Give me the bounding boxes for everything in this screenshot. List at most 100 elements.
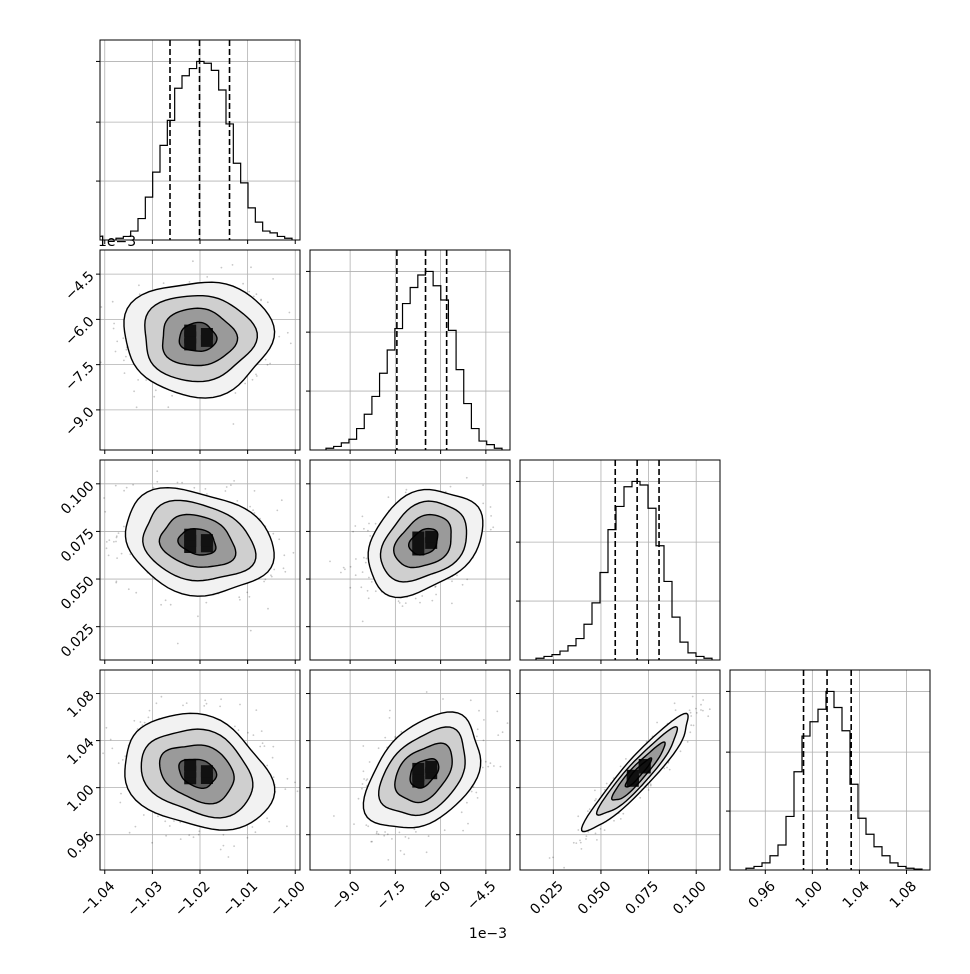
sample-point — [563, 866, 565, 869]
sample-point — [594, 789, 596, 792]
density-core — [425, 760, 438, 773]
sample-point — [482, 484, 484, 486]
sample-point — [403, 853, 406, 856]
sample-point — [185, 702, 188, 704]
sample-point — [244, 382, 247, 385]
sample-point — [132, 483, 135, 486]
sample-point — [708, 708, 711, 711]
sample-point — [135, 591, 138, 594]
sample-point — [434, 585, 437, 588]
sample-point — [407, 837, 410, 840]
sample-point — [112, 327, 115, 330]
contour-line — [123, 281, 276, 399]
sample-point — [252, 734, 255, 736]
y-tick-label: 1.04 — [64, 735, 97, 768]
sample-point — [371, 840, 373, 843]
sample-point — [361, 787, 363, 790]
sample-point — [109, 738, 112, 741]
sample-point — [204, 699, 207, 702]
sample-point — [575, 842, 578, 844]
density-core — [425, 530, 438, 543]
sample-point — [171, 394, 174, 397]
sample-point — [168, 825, 171, 827]
sample-point — [220, 698, 223, 701]
sample-point — [176, 481, 179, 484]
sample-point — [278, 871, 280, 873]
x-tick-label: −7.5 — [374, 878, 409, 913]
contour-line — [142, 499, 257, 582]
contour-line — [144, 295, 259, 383]
sample-point — [388, 717, 391, 719]
sample-point — [272, 278, 274, 280]
x-tick-label: 0.075 — [623, 878, 663, 918]
sample-point — [115, 580, 118, 583]
density-core — [184, 528, 197, 541]
contour-line — [392, 513, 452, 569]
sample-point — [127, 588, 130, 591]
sample-point — [368, 522, 370, 525]
sample-point — [352, 530, 354, 533]
sample-point — [383, 834, 386, 837]
sample-point — [188, 281, 191, 283]
density-core — [200, 765, 213, 778]
sample-point — [141, 724, 144, 727]
contour-line — [394, 742, 453, 804]
sample-point — [625, 758, 627, 760]
y-tick-label: −4.5 — [62, 268, 97, 303]
sample-point — [231, 264, 234, 266]
sample-point — [587, 810, 589, 812]
sample-point — [239, 703, 241, 706]
sample-point — [389, 709, 391, 712]
panel-frame — [519, 669, 721, 871]
sample-point — [361, 783, 364, 785]
sample-point — [366, 589, 369, 592]
sample-point — [603, 829, 606, 831]
sample-point — [128, 831, 131, 834]
y-tick-label: 1.08 — [64, 688, 97, 721]
sample-point — [206, 493, 208, 495]
sample-point — [105, 541, 108, 543]
sample-point — [165, 834, 168, 837]
sample-point — [219, 705, 222, 708]
hist-panel-2 — [516, 459, 721, 664]
sample-point — [222, 844, 225, 847]
sample-point — [283, 554, 286, 557]
scatter-panel-3-2 — [516, 669, 721, 874]
sample-point — [344, 568, 346, 571]
sample-point — [143, 721, 146, 724]
sample-point — [278, 538, 281, 541]
sample-point — [234, 392, 237, 394]
sample-point — [329, 560, 331, 563]
x-tick-label: −1.03 — [124, 878, 166, 920]
sample-point — [255, 293, 258, 296]
contour-line — [580, 712, 689, 833]
sample-point — [700, 709, 702, 711]
sample-point — [246, 591, 249, 594]
sample-point — [501, 731, 504, 734]
sample-point — [414, 597, 417, 600]
sample-point — [123, 372, 126, 374]
sample-point — [259, 745, 262, 748]
sample-point — [135, 406, 138, 409]
sample-point — [353, 823, 355, 825]
sample-point — [700, 703, 702, 706]
sample-point — [425, 691, 428, 693]
panel-frame — [309, 249, 511, 451]
sample-point — [580, 848, 583, 850]
sample-point — [360, 586, 363, 589]
sample-point — [476, 735, 478, 738]
sample-point — [377, 747, 380, 750]
sample-point — [276, 509, 279, 512]
sample-point — [242, 282, 245, 285]
sample-point — [248, 290, 251, 293]
sample-point — [147, 716, 150, 719]
sample-point — [368, 761, 371, 763]
sample-point — [387, 496, 390, 499]
sample-point — [225, 486, 228, 488]
sample-point — [461, 583, 464, 586]
sample-point — [138, 284, 140, 287]
sample-point — [492, 526, 495, 529]
sample-point — [362, 770, 365, 773]
sample-point — [361, 515, 364, 518]
sample-point — [205, 702, 208, 705]
